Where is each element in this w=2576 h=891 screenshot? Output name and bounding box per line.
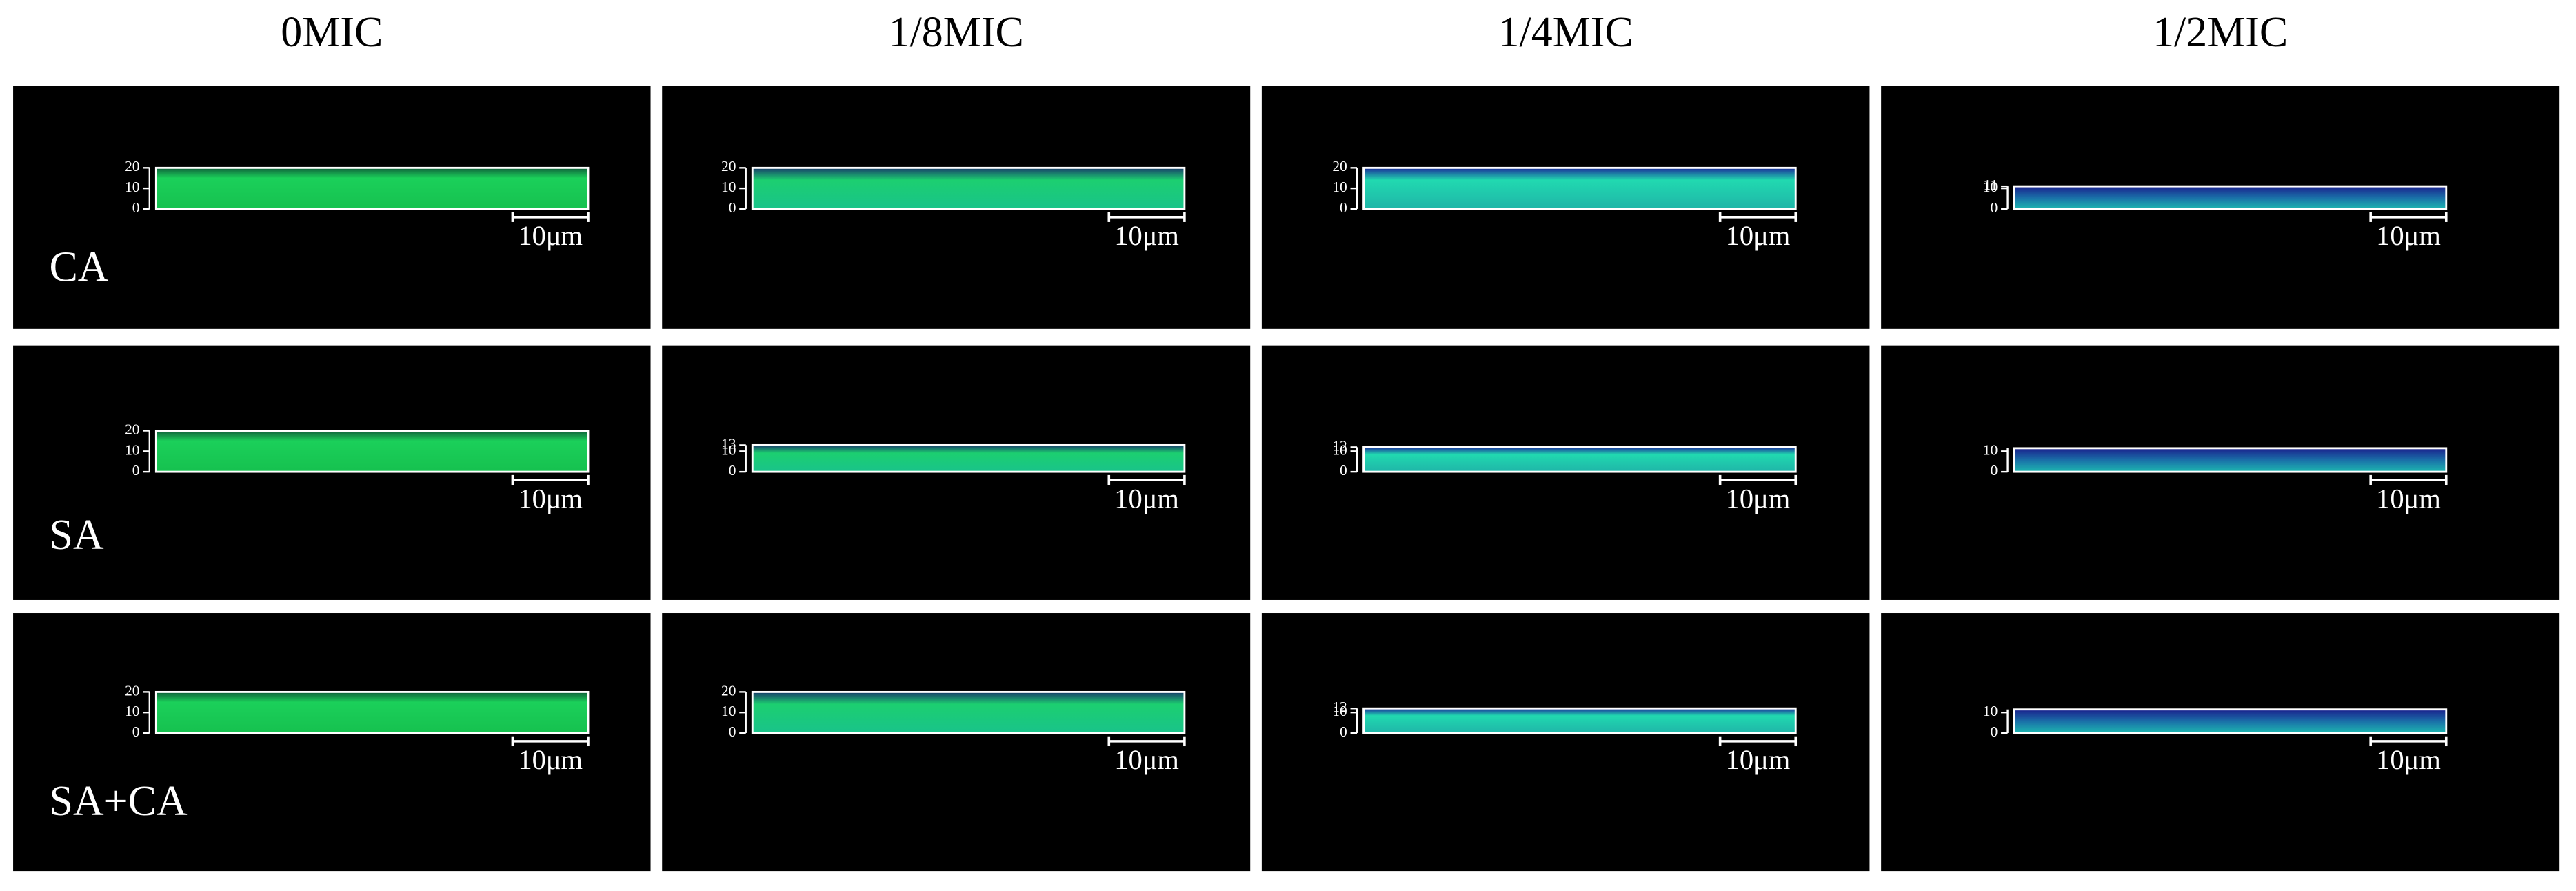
z-tick-label: 10 <box>1332 703 1347 719</box>
z-tick-label: 10 <box>1983 441 1998 458</box>
biofilm-section <box>1363 168 1796 209</box>
z-tick-label: 0 <box>1340 723 1347 740</box>
z-tick-label: 20 <box>1332 158 1347 174</box>
z-tick-label: 10 <box>125 441 139 458</box>
section-frame <box>154 690 590 734</box>
z-tick-label: 0 <box>132 723 140 740</box>
section-frame <box>154 430 590 473</box>
section-frame <box>1362 707 1797 734</box>
z-tick-label: 10 <box>1983 179 1998 195</box>
z-tick-label: 13 <box>721 435 736 452</box>
column-header: 1/2MIC <box>2153 9 2288 56</box>
biofilm-section <box>1363 447 1796 472</box>
z-tick-label: 10 <box>125 703 139 719</box>
scale-bar-label: 10μm <box>1726 744 1791 775</box>
z-tick-label: 10 <box>721 441 736 458</box>
z-tick-label: 0 <box>1991 199 1998 216</box>
z-tick-label: 0 <box>729 199 736 216</box>
scale-bar-label: 10μm <box>1726 483 1791 514</box>
scale-bar-label: 10μm <box>1114 744 1179 775</box>
scale-bar-label: 10μm <box>2376 220 2441 251</box>
z-tick-label: 0 <box>1340 199 1347 216</box>
z-tick-label: 10 <box>721 703 736 719</box>
biofilm-section <box>156 692 588 733</box>
scale-bar-label: 10μm <box>2376 744 2441 775</box>
scale-bar-label: 10μm <box>518 744 583 775</box>
z-tick-label: 11 <box>1984 177 1998 193</box>
z-tick-label: 20 <box>721 158 736 174</box>
biofilm-section <box>2014 186 2446 209</box>
biofilm-section <box>752 168 1185 209</box>
z-tick-label: 0 <box>1991 723 1998 740</box>
z-tick-label: 12 <box>1332 699 1347 715</box>
z-tick-label: 10 <box>1332 179 1347 195</box>
z-tick-label: 10 <box>721 179 736 195</box>
biofilm-section <box>156 430 588 472</box>
z-tick-label: 0 <box>132 462 140 479</box>
z-tick-label: 0 <box>132 199 140 216</box>
section-frame <box>2013 447 2448 473</box>
scale-bar-label: 10μm <box>1726 220 1791 251</box>
image-panel <box>1881 613 2560 872</box>
section-frame <box>751 443 1186 473</box>
biofilm-section <box>1363 708 1796 733</box>
z-tick-label: 20 <box>125 682 139 699</box>
z-tick-label: 20 <box>721 682 736 699</box>
section-frame <box>154 166 590 210</box>
scale-bar-label: 10μm <box>1114 483 1179 514</box>
scale-bar-label: 10μm <box>1114 220 1179 251</box>
column-header: 1/4MIC <box>1498 9 1633 56</box>
z-tick-label: 20 <box>125 158 139 174</box>
scale-bar-label: 10μm <box>518 483 583 514</box>
row-label: SA+CA <box>49 778 187 825</box>
z-tick-label: 12 <box>1332 437 1347 454</box>
biofilm-section <box>2014 709 2446 733</box>
z-tick-label: 10 <box>1983 703 1998 719</box>
row-label: SA <box>49 512 103 559</box>
column-header: 0MIC <box>281 9 383 56</box>
section-frame <box>2013 708 2448 734</box>
section-frame <box>1362 166 1797 210</box>
section-frame <box>2013 185 2448 210</box>
section-frame <box>1362 446 1797 473</box>
biofilm-section <box>752 692 1185 733</box>
z-tick-label: 10 <box>1332 441 1347 458</box>
row-label: CA <box>49 244 108 291</box>
z-tick-label: 0 <box>729 723 736 740</box>
scale-bar-label: 10μm <box>518 220 583 251</box>
z-tick-label: 0 <box>1991 462 1998 479</box>
z-tick-label: 10 <box>125 179 139 195</box>
column-header: 1/8MIC <box>889 9 1024 56</box>
section-frame <box>751 690 1186 734</box>
biofilm-section <box>156 168 588 209</box>
biofilm-section <box>2014 448 2446 472</box>
z-tick-label: 0 <box>1340 462 1347 479</box>
z-tick-label: 0 <box>729 462 736 479</box>
biofilm-section <box>752 445 1185 472</box>
z-tick-label: 20 <box>125 421 139 437</box>
scale-bar-label: 10μm <box>2376 483 2441 514</box>
section-frame <box>751 166 1186 210</box>
